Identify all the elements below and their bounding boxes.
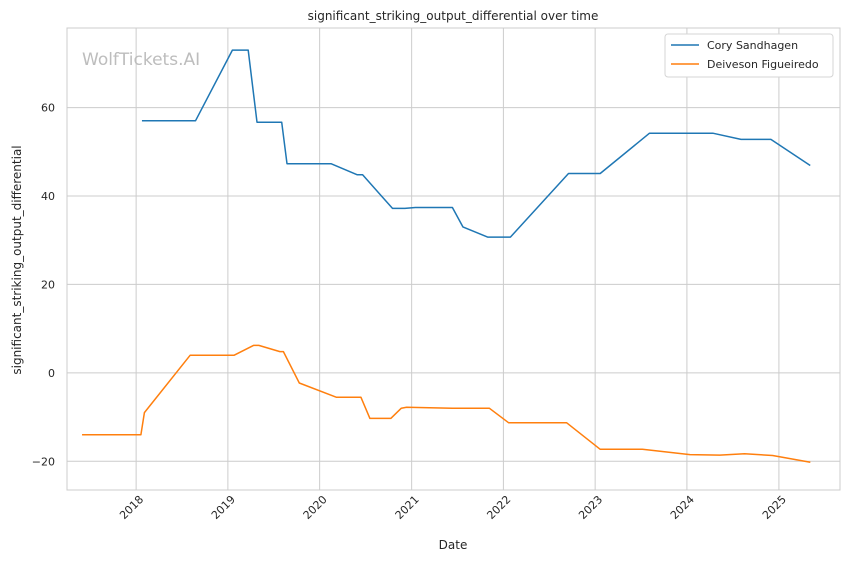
y-tick-label: −20 [32,455,55,468]
y-tick-label: 0 [48,367,55,380]
legend-box [664,33,834,78]
legend: Cory Sandhagen Deiveson Figueiredo [664,33,834,78]
plot-area [66,27,841,491]
x-axis-label: Date [439,538,468,552]
series-line-cory-sandhagen [141,49,811,238]
y-axis-ticks: −20 0 20 40 60 [32,102,55,469]
legend-label-deiveson-figueiredo: Deiveson Figueiredo [707,58,819,71]
grid-lines [67,28,840,490]
y-tick-label: 40 [41,190,55,203]
series-layer [82,49,811,463]
legend-label-cory-sandhagen: Cory Sandhagen [707,39,798,52]
watermark-text: WolfTickets.AI [82,50,200,70]
y-tick-label: 20 [41,278,55,291]
y-axis-label: significant_striking_output_differential [10,145,24,374]
series-line-deiveson-figueiredo [82,344,811,463]
chart-title: significant_striking_output_differential… [308,9,599,23]
y-tick-label: 60 [41,102,55,115]
